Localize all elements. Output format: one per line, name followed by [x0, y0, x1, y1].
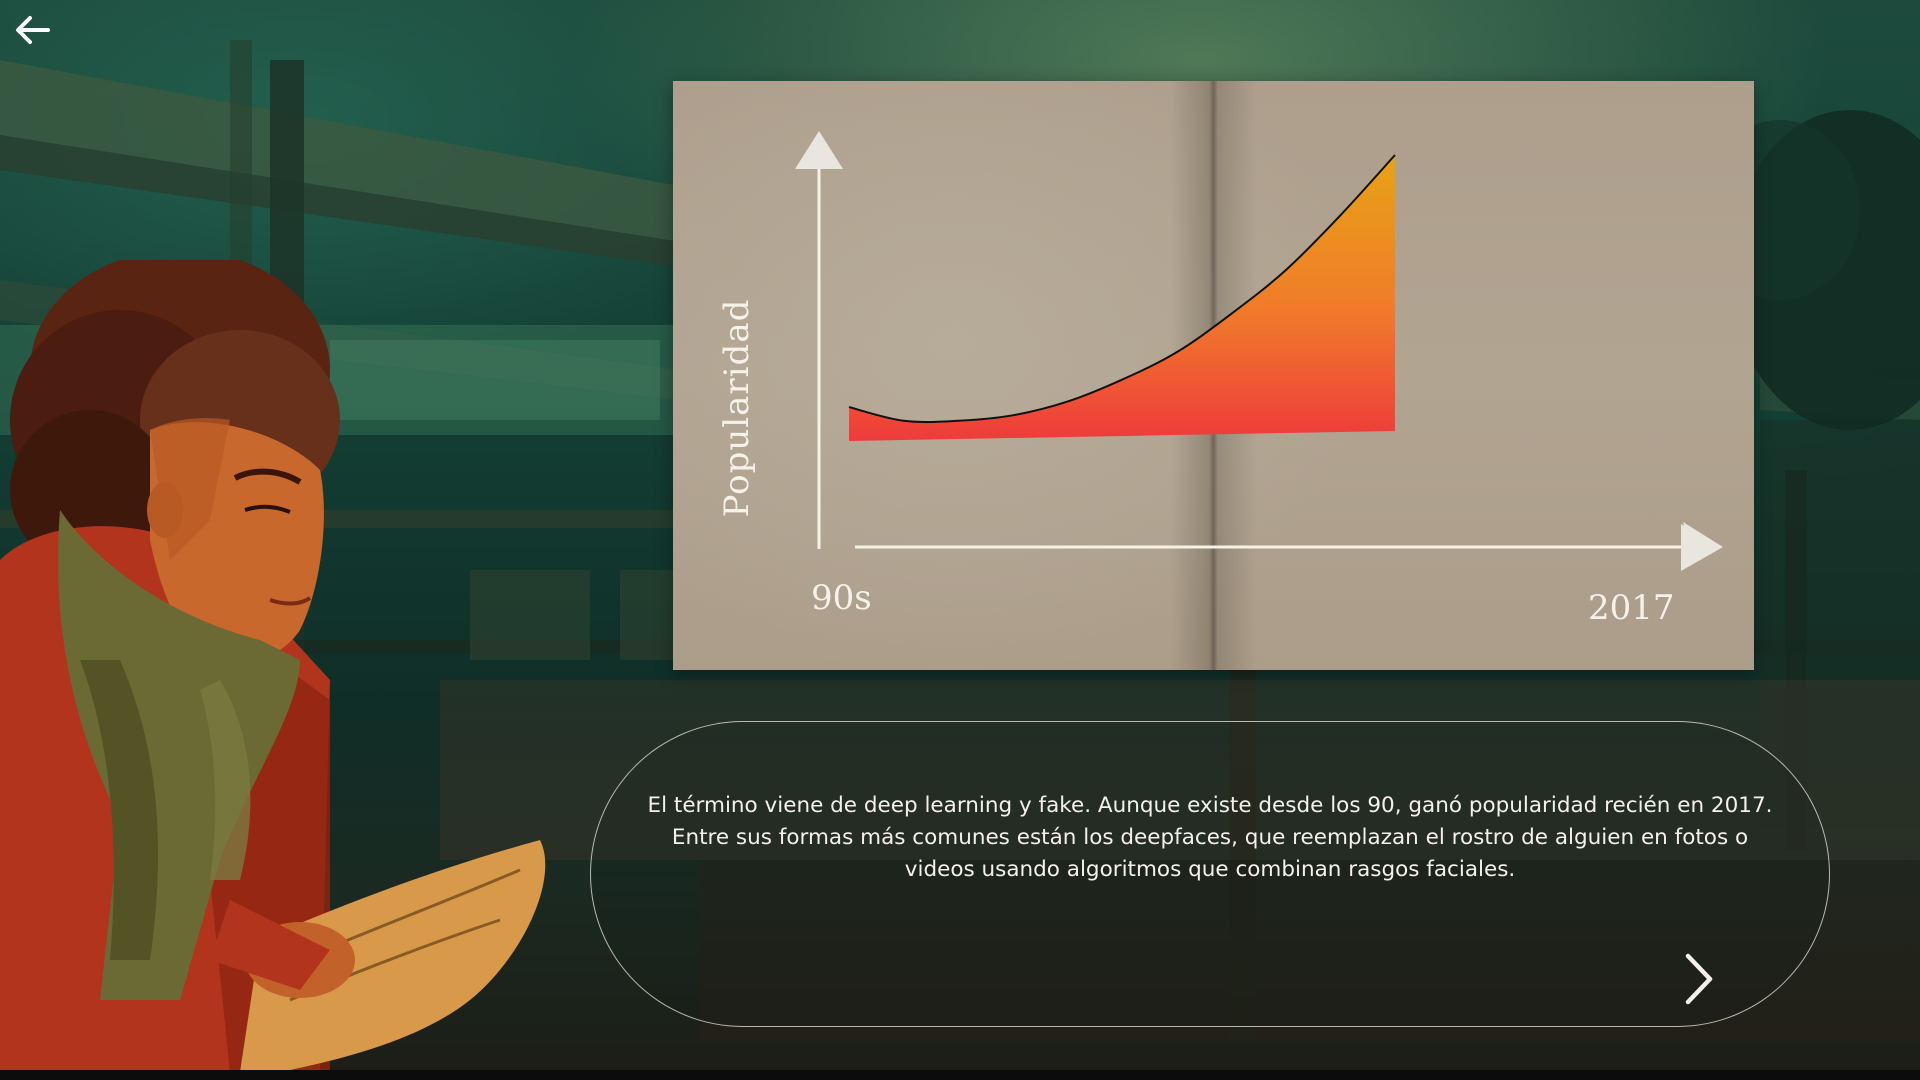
chart-area-fill — [849, 155, 1395, 441]
x-tick-label-end: 2017 — [1588, 588, 1675, 628]
next-button[interactable] — [1678, 950, 1718, 1008]
chart-series-line — [848, 154, 1396, 424]
chart-card — [673, 81, 1754, 670]
bottom-bar — [0, 1070, 1920, 1080]
chevron-right-icon — [1685, 953, 1713, 1005]
popularity-chart — [795, 131, 1723, 572]
caption-panel — [590, 721, 1830, 1027]
back-button[interactable] — [8, 8, 56, 56]
arrow-left-icon — [16, 16, 50, 44]
y-axis-arrow — [795, 131, 843, 169]
y-axis-label: Popularidad — [717, 298, 757, 518]
girl-illustration — [0, 260, 546, 1072]
x-tick-label-start: 90s — [811, 578, 872, 618]
caption-text: El término viene de deep learning y fake… — [647, 793, 1773, 882]
